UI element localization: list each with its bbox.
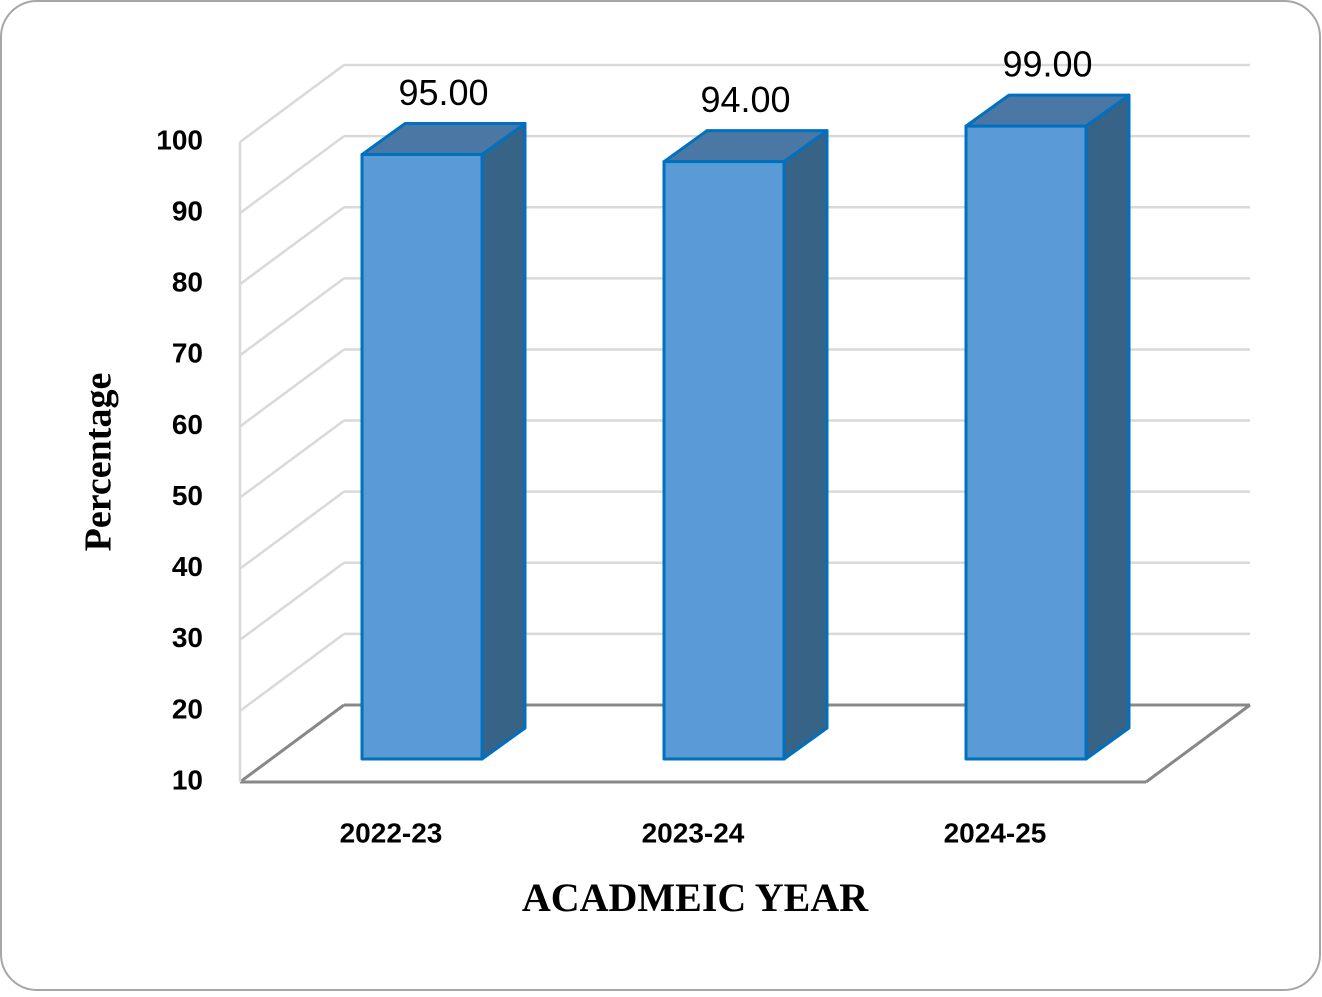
bar [360,153,484,761]
grid-line [239,63,345,144]
bar-side [1084,93,1131,761]
grid-line [239,135,345,215]
y-axis-title: Percentage [78,373,120,552]
grid-line [239,703,345,784]
grid-line [239,419,345,499]
axis-line [1145,703,1251,784]
bar [662,160,786,761]
y-tick-label: 40 [172,551,203,582]
x-tick-label: 2022-23 [340,817,443,848]
y-tick-label: 80 [172,267,203,298]
x-axis-title: ACADMEIC YEAR [522,875,869,920]
x-tick-label: 2024-25 [944,817,1047,848]
grid-line [239,277,345,357]
value-label: 95.00 [398,72,488,113]
x-tick-label: 2023-24 [642,817,745,848]
value-label: 99.00 [1002,44,1092,85]
bar [964,124,1088,761]
y-tick-label: 50 [172,480,203,511]
value-label: 94.00 [700,79,790,120]
y-tick-label: 100 [156,124,203,155]
y-tick-label: 70 [172,338,203,369]
bar-side [480,122,527,761]
y-tick-label: 60 [172,409,203,440]
grid-line [239,561,345,641]
grid-line [239,206,345,286]
grid-line [239,632,345,712]
grid-line [239,490,345,570]
y-tick-label: 20 [172,693,203,724]
y-tick-label: 30 [172,622,203,653]
grid-line [239,348,345,428]
bar-side [782,129,829,761]
y-tick-label: 10 [172,764,203,795]
y-tick-label: 90 [172,196,203,227]
